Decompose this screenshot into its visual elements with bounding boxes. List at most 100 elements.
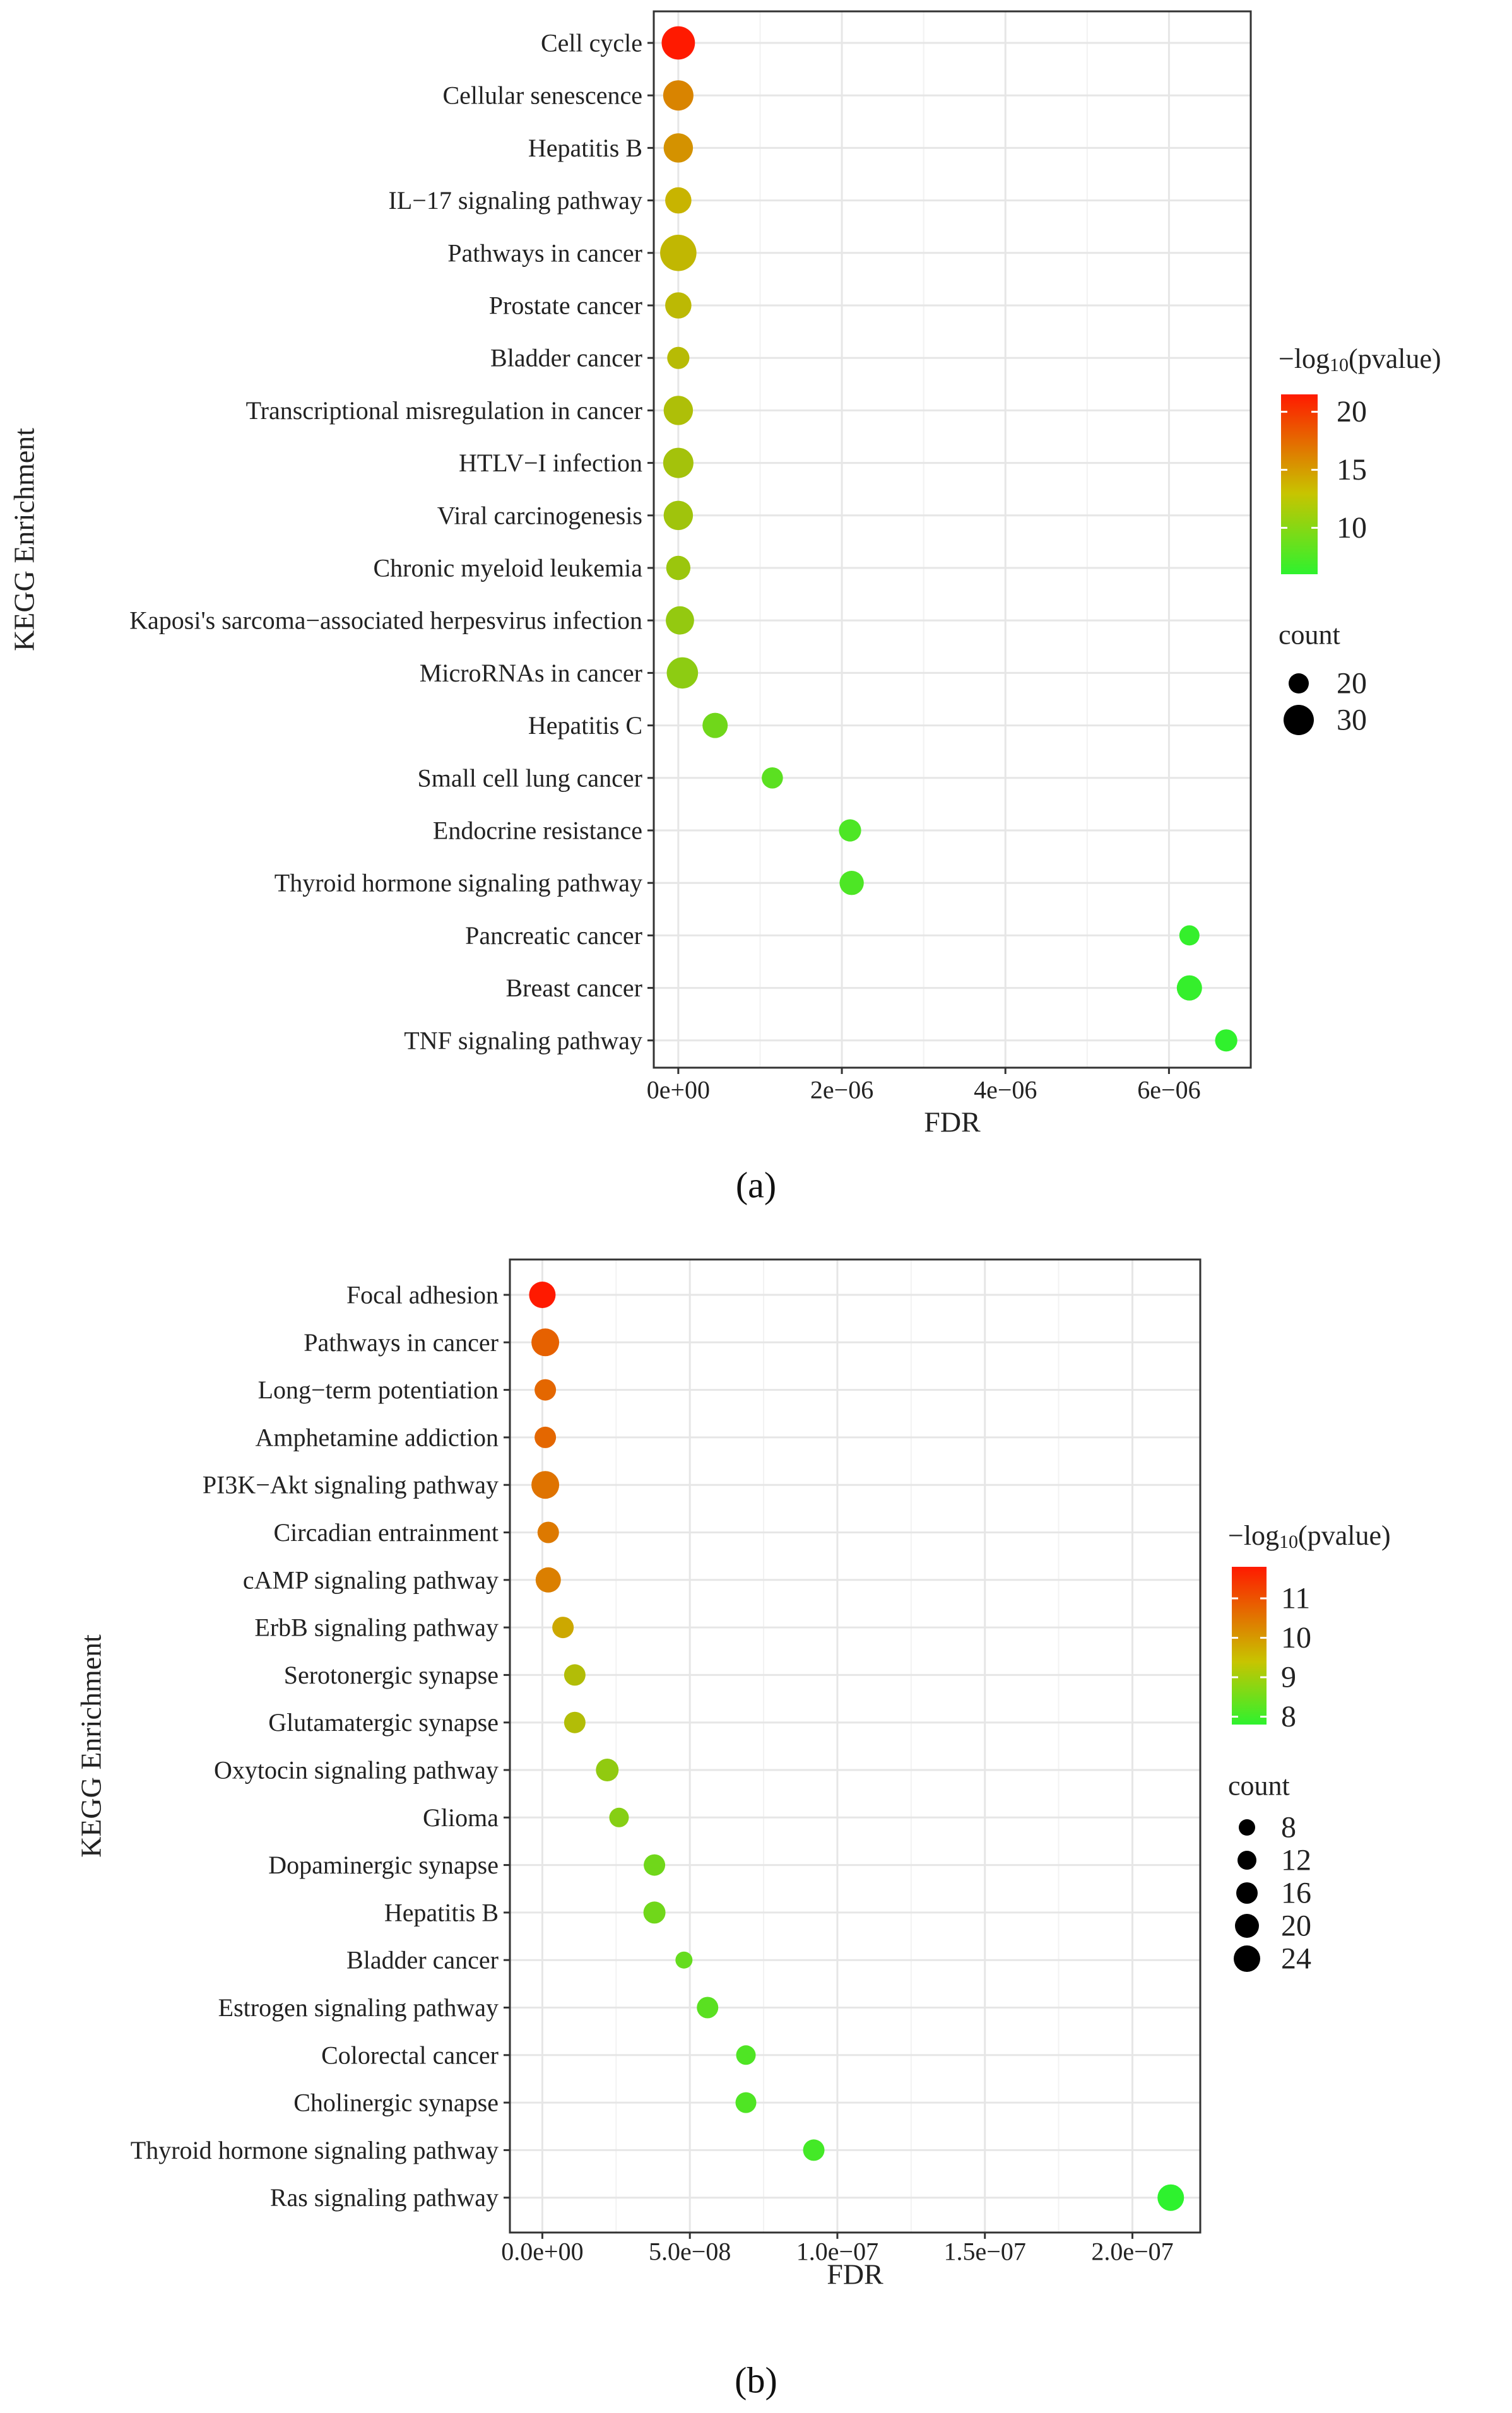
data-point <box>665 187 692 214</box>
color-legend-label: 20 <box>1337 395 1367 428</box>
y-tick-label: Pathways in cancer <box>447 239 642 267</box>
y-tick-label: Cellular senescence <box>442 81 642 110</box>
data-point <box>663 447 694 478</box>
y-tick-label: Small cell lung cancer <box>417 764 642 792</box>
data-point <box>762 767 783 789</box>
y-tick-label: Amphetamine addiction <box>256 1423 499 1451</box>
size-legend-label: 30 <box>1337 704 1367 737</box>
size-legend-label: 24 <box>1281 1942 1311 1976</box>
y-tick-label: Focal adhesion <box>346 1281 499 1309</box>
x-tick-label: 0.0e+00 <box>501 2238 583 2266</box>
color-legend-title: −log10(pvalue) <box>1228 1520 1391 1552</box>
y-tick-label: HTLV−I infection <box>459 449 642 477</box>
plot-panel-border <box>509 1258 1202 2234</box>
data-point <box>1215 1029 1237 1052</box>
data-point <box>666 606 694 635</box>
y-tick-label: Breast cancer <box>505 974 642 1002</box>
color-legend-label: 10 <box>1337 511 1367 545</box>
y-tick-label: Colorectal cancer <box>321 2041 499 2069</box>
size-legend-dot <box>1236 1882 1258 1904</box>
data-point <box>665 292 692 319</box>
data-point <box>537 1521 559 1543</box>
size-legend-label: 20 <box>1337 667 1367 700</box>
color-legend-label: 8 <box>1281 1700 1296 1733</box>
y-axis-title: KEGG Enrichment <box>8 428 40 651</box>
data-point <box>663 133 694 163</box>
y-tick-label: Long−term potentiation <box>258 1376 499 1404</box>
y-tick-label: TNF signaling pathway <box>404 1026 642 1054</box>
data-point <box>1176 975 1202 1001</box>
y-tick-label: Hepatitis B <box>528 134 642 162</box>
data-point <box>666 555 691 581</box>
data-point <box>609 1807 629 1827</box>
data-point <box>535 1426 557 1448</box>
plot-panel-border <box>653 10 1252 1069</box>
size-legend-label: 16 <box>1281 1877 1311 1910</box>
y-tick-label: Ras signaling pathway <box>270 2183 499 2212</box>
y-tick-label: MicroRNAs in cancer <box>420 659 642 687</box>
x-axis-title: FDR <box>827 2258 883 2291</box>
color-legend-label: 11 <box>1281 1582 1310 1615</box>
y-tick-label: Bladder cancer <box>346 1946 499 1974</box>
size-legend-title: count <box>1228 1771 1290 1802</box>
y-tick-label: Serotonergic synapse <box>284 1661 499 1689</box>
data-point <box>535 1567 561 1593</box>
gridlines <box>654 11 1251 1068</box>
size-legend-dot <box>1235 1914 1259 1938</box>
data-point <box>564 1664 586 1686</box>
data-point <box>702 712 728 738</box>
y-tick-label: Hepatitis C <box>528 711 642 740</box>
data-point <box>1157 2184 1184 2211</box>
data-point <box>531 1471 560 1499</box>
size-legend-label: 12 <box>1281 1844 1311 1877</box>
data-point <box>663 80 694 111</box>
panel-caption: (b) <box>735 2360 777 2401</box>
size-legend-dot <box>1237 1851 1256 1870</box>
data-point <box>736 2045 756 2065</box>
x-tick-label: 0e+00 <box>647 1076 710 1104</box>
data-point <box>663 500 694 530</box>
color-legend-bar <box>1232 1567 1267 1725</box>
size-legend-dot <box>1284 705 1314 735</box>
gridlines <box>510 1260 1200 2233</box>
data-point <box>644 1854 666 1876</box>
y-tick-label: Oxytocin signaling pathway <box>214 1756 499 1785</box>
data-point <box>660 235 697 271</box>
data-point <box>666 657 699 689</box>
data-point <box>529 1282 556 1308</box>
y-tick-label: Chronic myeloid leukemia <box>373 554 642 582</box>
y-tick-label: Thyroid hormone signaling pathway <box>131 2136 499 2164</box>
color-legend-label: 10 <box>1281 1621 1311 1655</box>
data-point <box>661 26 695 60</box>
x-tick-label: 2.0e−07 <box>1091 2238 1173 2266</box>
y-tick-label: Cell cycle <box>541 29 642 57</box>
y-tick-label: Hepatitis B <box>384 1898 499 1926</box>
x-tick-label: 4e−06 <box>974 1076 1037 1104</box>
color-legend-bar <box>1281 394 1318 574</box>
y-tick-label: Pathways in cancer <box>304 1328 499 1357</box>
data-point <box>663 396 694 425</box>
size-legend-dot <box>1289 673 1309 693</box>
data-point <box>535 1379 557 1401</box>
panel-a: Cell cycle Cellular senescence Hepatitis B… <box>8 10 1441 1206</box>
data-point <box>675 1951 693 1969</box>
y-tick-label: Dopaminergic synapse <box>268 1851 499 1879</box>
data-point <box>839 819 861 842</box>
data-point <box>697 1997 719 2019</box>
data-point <box>596 1759 619 1781</box>
y-tick-label: Transcriptional misregulation in cancer <box>246 396 642 425</box>
data-point <box>1179 925 1200 946</box>
size-legend-label: 8 <box>1281 1811 1296 1844</box>
y-tick-label: Kaposi's sarcoma−associated herpesvirus … <box>129 606 642 635</box>
data-point <box>552 1617 574 1639</box>
data-point <box>667 346 690 369</box>
size-legend-dot <box>1239 1819 1255 1836</box>
panel-caption: (a) <box>736 1165 776 1206</box>
y-tick-label: cAMP signaling pathway <box>243 1566 499 1594</box>
y-tick-label: Glioma <box>423 1803 499 1832</box>
x-axis-title: FDR <box>924 1106 981 1138</box>
y-axis-title: KEGG Enrichment <box>75 1634 107 1858</box>
x-tick-label: 1.5e−07 <box>944 2238 1026 2266</box>
panel-b: Focal adhesion Pathways in cancer Long−ter… <box>75 1258 1391 2401</box>
